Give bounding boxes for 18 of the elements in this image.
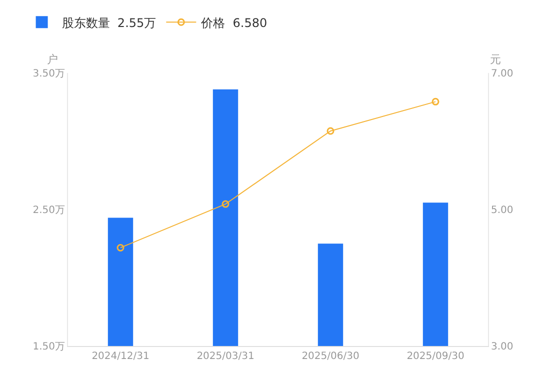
y-tick-label: 1.50万 bbox=[32, 342, 65, 352]
x-tick-label: 2025/03/31 bbox=[196, 351, 254, 362]
point bbox=[326, 127, 334, 135]
x-tick-label: 2025/06/30 bbox=[302, 351, 360, 362]
point bbox=[222, 200, 230, 208]
x-tick-label: 2024/12/31 bbox=[92, 351, 150, 362]
point bbox=[432, 98, 440, 106]
x-tick-label: 2025/09/30 bbox=[406, 351, 464, 362]
y-tick-label: 2.50万 bbox=[32, 205, 65, 216]
y2-axis-title: 元 bbox=[490, 53, 501, 66]
y2-tick-label: 3.00 bbox=[491, 342, 514, 352]
y2-tick-label: 7.00 bbox=[491, 68, 514, 80]
point bbox=[116, 244, 124, 252]
y-axis-title: 户 bbox=[47, 53, 58, 66]
y-tick-label: 3.50万 bbox=[32, 68, 65, 80]
y2-tick-label: 5.00 bbox=[491, 205, 514, 216]
legend-label: 股东数量 2.55万 bbox=[62, 16, 156, 30]
legend-label: 价格 6.580 bbox=[200, 16, 268, 30]
